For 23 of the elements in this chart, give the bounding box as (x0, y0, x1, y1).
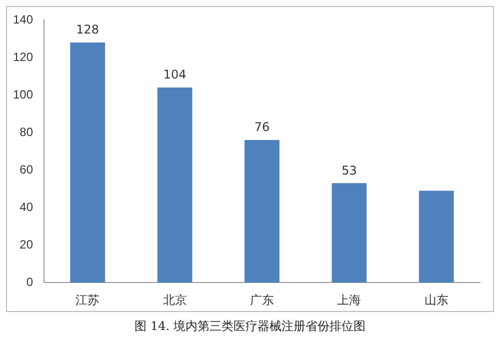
bar (244, 140, 280, 283)
bar (332, 183, 367, 283)
y-tick-label: 120 (12, 50, 34, 64)
y-tick-label: 60 (20, 162, 34, 176)
data-label: 128 (76, 22, 100, 37)
x-tick-label: 山东 (424, 293, 448, 308)
data-label: 104 (163, 68, 186, 82)
caption: 图 14. 境内第三类医疗器械注册省份排位图 (134, 318, 366, 335)
bar (418, 190, 454, 283)
x-tick-label: 北京 (162, 293, 187, 308)
bar (70, 42, 106, 283)
y-tick-label: 140 (12, 12, 34, 26)
y-tick-label: 20 (20, 237, 34, 252)
x-tick-label: 广东 (250, 293, 274, 308)
y-tick-label: 80 (20, 124, 34, 139)
y-tick-label: 0 (26, 274, 34, 289)
y-tick-label: 40 (20, 200, 34, 214)
x-tick-label: 上海 (337, 293, 362, 308)
x-tick-label: 江苏 (76, 293, 100, 308)
y-tick-label: 100 (12, 87, 34, 102)
data-label: 76 (254, 120, 270, 134)
bar (157, 88, 192, 283)
data-label: 53 (342, 163, 357, 178)
